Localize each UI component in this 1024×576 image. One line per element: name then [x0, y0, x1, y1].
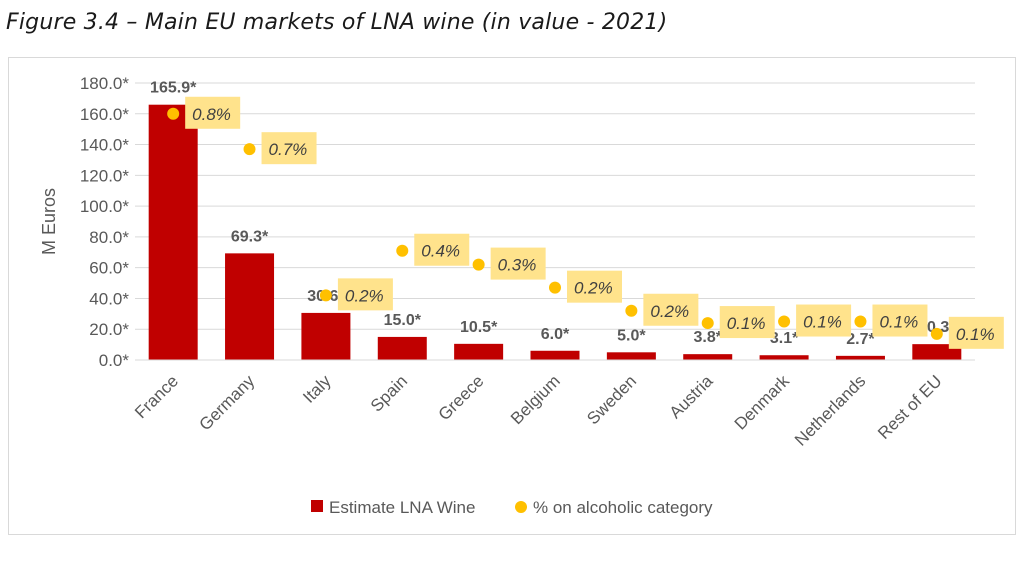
pct-marker — [243, 143, 256, 156]
bar — [148, 104, 198, 360]
pct-marker — [167, 107, 180, 120]
bar-value-label: 10.5* — [460, 319, 498, 336]
pct-value-label: 0.4% — [421, 242, 460, 261]
category-label: Austria — [666, 371, 717, 422]
pct-value-label: 0.1% — [956, 325, 995, 344]
category-label: Greece — [435, 371, 488, 424]
category-label: Belgium — [507, 371, 564, 428]
pct-label-box — [796, 304, 852, 337]
y-tick-label: 60.0* — [89, 259, 129, 278]
category-label: Sweden — [583, 371, 640, 428]
bar-value-label: 10.3* — [918, 319, 956, 336]
figure-title: Figure 3.4 – Main EU markets of LNA wine… — [6, 10, 668, 35]
y-tick-label: 0.0* — [99, 351, 130, 370]
pct-label-box — [719, 306, 775, 339]
pct-marker — [778, 315, 791, 328]
legend-label-dot: % on alcoholic category — [533, 498, 713, 517]
pct-marker — [472, 258, 485, 271]
legend-swatch-bar — [311, 500, 323, 512]
legend-swatch-dot — [515, 501, 527, 513]
y-tick-label: 100.0* — [80, 197, 130, 216]
pct-value-label: 0.8% — [192, 105, 231, 124]
pct-label-box — [490, 247, 546, 280]
pct-marker — [319, 289, 332, 302]
pct-value-label: 0.1% — [803, 313, 842, 332]
pct-label-box — [261, 132, 317, 165]
bar — [377, 336, 427, 360]
bar-value-label: 165.9* — [150, 80, 197, 97]
category-label: France — [131, 371, 182, 422]
bar-value-label: 3.1* — [770, 330, 799, 347]
bar — [530, 350, 580, 360]
y-tick-label: 140.0* — [80, 136, 130, 155]
bar-value-label: 2.7* — [846, 331, 875, 348]
category-label: Denmark — [731, 371, 794, 434]
pct-value-label: 0.2% — [345, 286, 384, 305]
pct-label-box — [872, 304, 928, 337]
pct-marker — [549, 281, 561, 294]
pct-label-box — [567, 270, 622, 303]
legend-label-bar: Estimate LNA Wine — [329, 498, 475, 517]
pct-label-box — [185, 96, 241, 129]
pct-value-label: 0.3% — [498, 256, 537, 275]
y-tick-label: 160.0* — [80, 105, 130, 124]
y-axis-title: M Euros — [39, 188, 59, 255]
pct-value-label: 0.1% — [727, 314, 766, 333]
pct-marker — [854, 315, 867, 328]
bar-value-label: 3.8* — [693, 329, 722, 346]
pct-marker — [625, 304, 638, 317]
bar — [683, 354, 733, 360]
pct-value-label: 0.1% — [879, 313, 918, 332]
pct-label-box — [414, 233, 470, 266]
pct-marker — [930, 327, 943, 340]
bar — [759, 355, 809, 360]
pct-label-box — [948, 316, 1004, 349]
category-label: Italy — [299, 371, 335, 407]
bar-value-label: 5.0* — [617, 327, 646, 344]
pct-value-label: 0.2% — [650, 302, 689, 321]
category-label: Spain — [367, 371, 411, 415]
bar-value-label: 6.0* — [541, 326, 570, 343]
pct-marker — [396, 244, 409, 257]
bar-value-label: 15.0* — [384, 312, 422, 329]
y-tick-label: 120.0* — [80, 166, 130, 185]
pct-label-box — [337, 278, 393, 311]
category-label: Netherlands — [791, 371, 869, 449]
y-tick-label: 40.0* — [89, 289, 129, 308]
pct-value-label: 0.2% — [574, 279, 613, 298]
bar-value-label: 69.3* — [231, 228, 269, 245]
y-tick-label: 20.0* — [89, 320, 129, 339]
bar — [606, 352, 656, 360]
pct-marker — [701, 317, 714, 330]
category-label: Rest of EU — [874, 371, 946, 443]
category-label: Germany — [195, 371, 258, 434]
bar — [835, 355, 885, 360]
bar — [225, 253, 275, 360]
y-tick-label: 180.0* — [80, 74, 130, 93]
bar — [454, 343, 504, 360]
pct-value-label: 0.7% — [269, 140, 308, 159]
pct-label-box — [643, 293, 699, 326]
bar — [301, 312, 351, 360]
y-tick-label: 80.0* — [89, 228, 129, 247]
